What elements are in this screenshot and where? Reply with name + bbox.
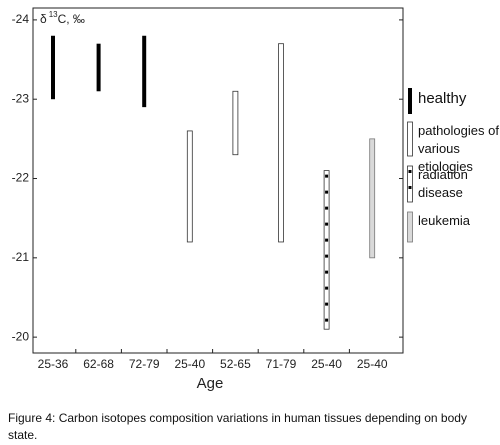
x-tick-label: 52-65 [220,357,251,371]
x-tick-label: 25-40 [174,357,205,371]
y-tick-label: -23 [12,91,30,105]
legend-label: leukemia [418,213,471,228]
x-tick-label: 25-40 [311,357,342,371]
y-label-symbol: δ [40,12,47,26]
y-axis-label: δ 13C, ‰ [40,10,85,26]
range-bar [278,43,284,243]
range-bar [51,35,55,100]
range-bar-body [186,130,193,243]
range-bar-body [407,165,413,203]
range-bar [142,35,147,108]
y-tick-label: -22 [12,171,30,185]
legend-swatch [408,88,412,114]
range-bar [323,170,330,330]
range-bar [369,138,376,259]
x-tick-label: 25-40 [357,357,388,371]
caption: Figure 4: Carbon isotopes composition va… [8,411,467,442]
x-tick-label: 72-79 [129,357,160,371]
y-tick-label: -21 [12,250,30,264]
range-bar [186,130,193,243]
legend-swatch [407,165,413,203]
range-bar-body [408,88,412,114]
range-bar-body [278,43,284,243]
legend-swatch [407,211,413,243]
range-bar-body [323,170,330,330]
range-bar-body [142,35,147,108]
legend-label: healthy [418,90,467,107]
range-bar-body [407,121,413,157]
x-tick-label: 71-79 [266,357,297,371]
range-bar-body [407,211,413,243]
legend-label: pathologies of various etiologies [418,123,499,174]
legend-swatch [407,121,413,157]
y-tick-label: -20 [12,329,30,343]
range-bar-body [232,90,239,156]
legend-label: radiation disease [418,167,468,200]
y-label-superscript: 13 [49,10,58,19]
y-label-unit: C, ‰ [58,12,85,26]
range-bar [96,43,101,92]
plot-frame [32,7,404,354]
x-tick-label: 62-68 [83,357,114,371]
range-bar [232,90,239,156]
y-tick-label: -24 [12,12,30,26]
x-tick-label: 25-36 [38,357,69,371]
x-axis-label: Age [197,375,224,392]
range-bar-body [96,43,101,92]
range-bar-body [369,138,376,259]
range-bar-body [51,35,55,100]
